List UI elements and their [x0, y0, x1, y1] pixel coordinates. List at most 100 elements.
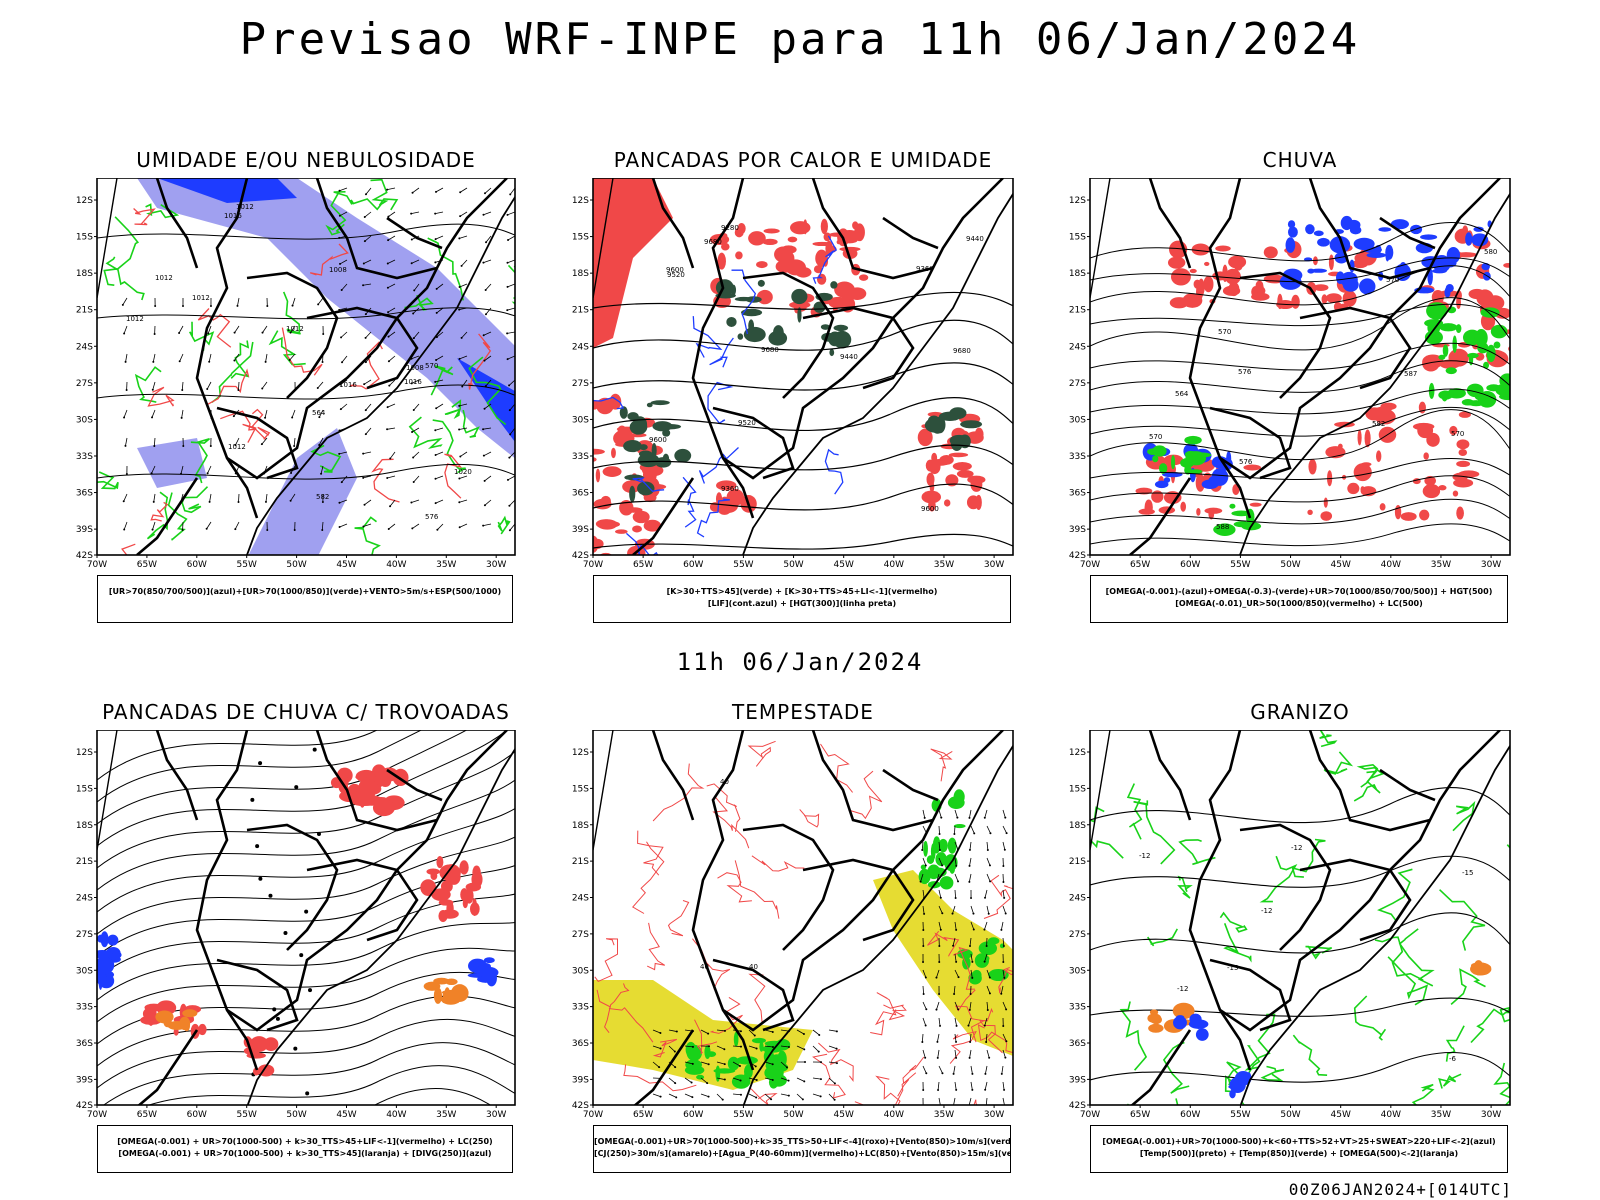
precipitable-water-contour [706, 783, 741, 832]
lat-tick-label: 36S [1069, 489, 1086, 499]
divergence-area [97, 971, 107, 986]
wind-vector [716, 1093, 723, 1100]
humidity-contour [432, 419, 466, 474]
heat-area [833, 324, 849, 332]
wind-vector-head [984, 896, 987, 899]
wind-vector-head [318, 416, 321, 419]
contour-label: -12 [1291, 844, 1302, 852]
wind-vector-head [125, 472, 128, 475]
wind-vector [764, 1061, 773, 1065]
wind-vector-head [1005, 832, 1008, 835]
streamline-arrow [258, 876, 263, 881]
wind-vector [292, 297, 296, 306]
lat-tick-label: 15S [1069, 233, 1086, 243]
wind-vector [936, 969, 940, 978]
storm-area [354, 801, 375, 807]
lat-tick-label: 30S [1069, 415, 1086, 425]
wind-vector [969, 1033, 972, 1042]
wind-vector-head [338, 501, 341, 504]
rain-area [1170, 455, 1176, 470]
wind-vector [954, 1033, 957, 1042]
rain-area [1167, 256, 1186, 269]
lon-tick-label: 60W [1180, 560, 1200, 570]
wind-vector [388, 523, 396, 530]
hgt-contour [593, 362, 1013, 391]
rain-area [1456, 506, 1464, 520]
contour-label: 576 [1239, 458, 1253, 466]
lat-tick-label: 12S [76, 196, 93, 206]
instability-area [593, 448, 605, 455]
lat-tick-label: 21S [572, 857, 589, 867]
wind-vector-head [411, 191, 414, 194]
lat-tick-label: 42S [572, 1101, 589, 1111]
contour-label: 564 [312, 409, 326, 417]
lat-tick-label: 30S [572, 415, 589, 425]
lon-tick-label: 45W [1331, 1110, 1351, 1120]
wind-vector [921, 841, 924, 851]
instability-area [624, 507, 643, 513]
rain-area [1353, 463, 1372, 482]
map-content: -12 -12 -12 -15 -15 -12 -6 [1090, 730, 1510, 1105]
wind-vector [485, 283, 492, 291]
wind-vector [289, 353, 296, 361]
rain-area [1471, 233, 1489, 247]
wind-vector-head [771, 1079, 774, 1082]
wind-vector-head [458, 501, 461, 504]
wind-area [920, 864, 927, 870]
country-border [315, 730, 438, 832]
storm-area [250, 1036, 269, 1052]
legend-box: [OMEGA(-0.001) + UR>70(1000-500) + k>30_… [97, 1125, 513, 1173]
wind-vector-head [435, 311, 438, 314]
rain-area [1490, 324, 1508, 339]
streamline-arrow [316, 831, 321, 836]
wind-vector-head [151, 388, 154, 391]
wind-vector-head [739, 1030, 742, 1033]
wind-vector-head [340, 288, 343, 291]
wind-vector-head [434, 477, 437, 480]
lif-contour [696, 498, 730, 538]
instability-area [917, 428, 933, 447]
lat-tick-label: 24S [572, 894, 589, 904]
wind-vector-head [1002, 960, 1005, 963]
wind-vector [365, 427, 372, 435]
wind-vector-head [483, 479, 486, 482]
wind-vector [953, 1065, 956, 1074]
wind-vector [435, 499, 444, 504]
country-border [1129, 477, 1192, 555]
temp850-contour [1162, 1041, 1190, 1094]
wind-vector-head [939, 896, 942, 899]
lon-tick-label: 45W [1331, 560, 1351, 570]
contour-label: -15 [1462, 869, 1473, 877]
hgt-contour [1090, 222, 1510, 262]
wind-vector-head [723, 1029, 726, 1032]
divergence-area [107, 934, 119, 946]
wind-vector-head [363, 216, 366, 219]
wind-vector-head [723, 1063, 726, 1066]
lif-contour [731, 269, 757, 335]
temp500-contour [1090, 787, 1510, 824]
contour-label: 40 [720, 778, 729, 786]
country-border [155, 178, 199, 269]
wind-vector [920, 873, 924, 882]
wind-vector-head [771, 1030, 774, 1033]
rain-area [1423, 452, 1429, 460]
wind-vector-head [1002, 944, 1005, 947]
lon-tick-label: 50W [286, 1110, 306, 1120]
map-content: 1012101210121016101210081012101610201016… [97, 178, 515, 555]
wind-vector-head [835, 1047, 838, 1050]
wind-vector-head [787, 1046, 790, 1049]
wind-vector [413, 475, 420, 483]
legend-line: [OMEGA(-0.001)-(azul)+OMEGA(-0.3)-(verde… [1105, 587, 1493, 596]
thickness-contour [350, 341, 383, 390]
wind-vector [412, 523, 420, 529]
wind-vector-head [152, 360, 155, 363]
legend-line: [OMEGA(-0.001)+UR>70(1000-500)+k<60+TTS>… [1102, 1137, 1496, 1146]
wind-vector [1002, 1049, 1006, 1058]
country-border [633, 1029, 695, 1105]
wind-vector-head [458, 428, 461, 431]
instability-area [859, 274, 869, 281]
wind-vector-head [461, 385, 464, 388]
wind-vector [483, 331, 492, 336]
lat-tick-label: 12S [572, 748, 589, 758]
country-border [721, 457, 755, 519]
